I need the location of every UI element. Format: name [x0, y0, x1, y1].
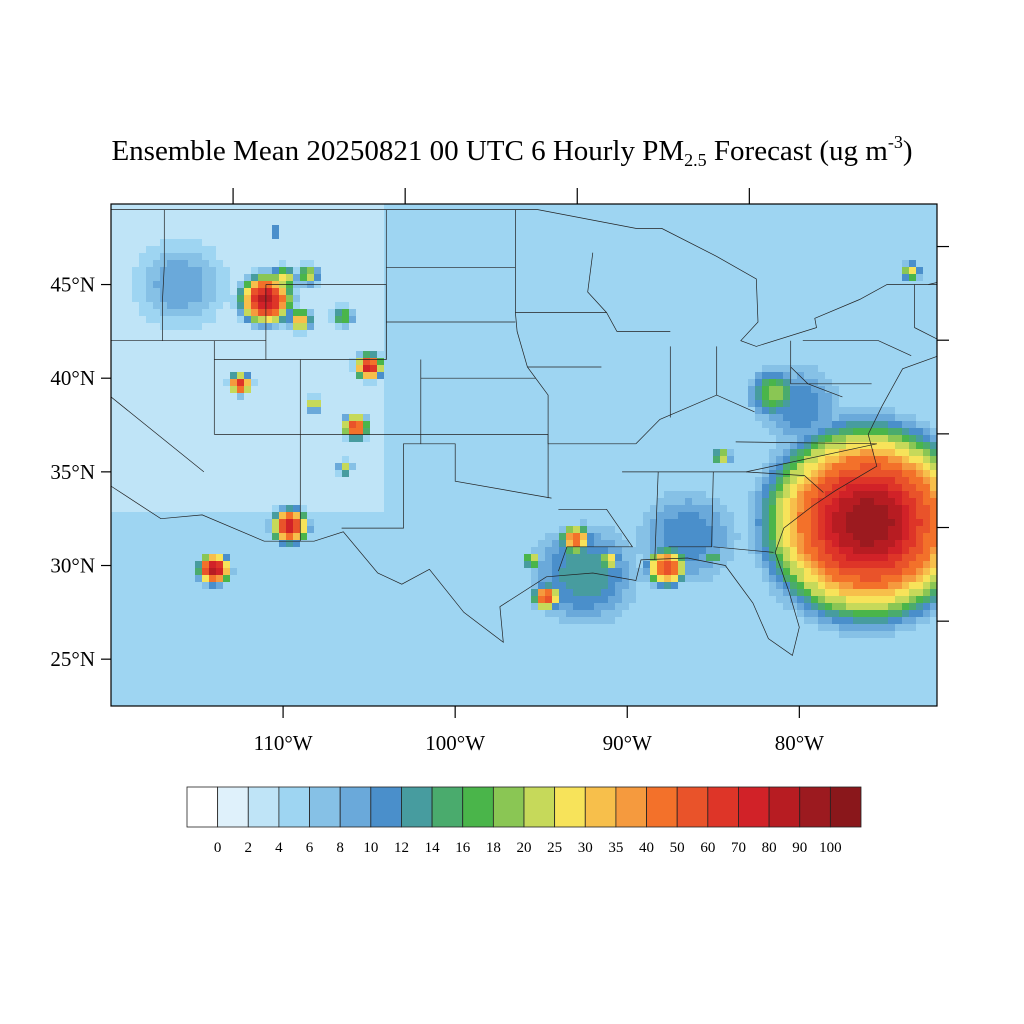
- state-boundary-line: [790, 366, 843, 398]
- lat-tick-label: 45°N: [50, 273, 95, 297]
- pm25-field: [111, 204, 937, 706]
- colorbar-swatch: [707, 786, 739, 828]
- colorbar-swatch: [584, 786, 617, 828]
- state-boundary-line: [668, 471, 714, 548]
- colorbar-swatch: [278, 786, 310, 828]
- state-boundary-line: [802, 340, 912, 357]
- colorbar-swatch: [646, 786, 678, 828]
- colorbar-level-label: 20: [517, 840, 532, 856]
- colorbar-level-label: 12: [394, 840, 409, 856]
- map-title: Ensemble Mean 20250821 00 UTC 6 Hourly P…: [0, 132, 1024, 171]
- colorbar-level-label: 14: [425, 840, 441, 856]
- colorbar-swatch: [492, 786, 525, 828]
- colorbar-swatch: [247, 786, 280, 828]
- colorbar-swatch: [339, 786, 372, 828]
- colorbar-swatch: [768, 786, 801, 828]
- state-boundary-line: [622, 443, 877, 473]
- state-boundary-line: [745, 471, 824, 493]
- colorbar-level-label: 100: [819, 840, 842, 856]
- colorbar-swatch: [799, 786, 831, 828]
- colorbar-level-label: 6: [306, 840, 314, 856]
- title-superscript: -3: [887, 132, 903, 152]
- colorbar-level-label: 18: [486, 840, 501, 856]
- colorbar-level-label: 0: [214, 840, 222, 856]
- state-boundary-line: [162, 209, 165, 341]
- state-boundary-line: [515, 209, 549, 499]
- colorbar-swatch: [829, 786, 862, 828]
- colorbar-swatch: [186, 786, 219, 828]
- colorbar-level-label: 90: [792, 840, 807, 856]
- lat-tick-label: 40°N: [50, 366, 95, 390]
- colorbar-swatch: [401, 786, 433, 828]
- state-boundary-line: [713, 546, 774, 553]
- colorbar-level-label: 60: [700, 840, 715, 856]
- state-boundary-line: [558, 508, 634, 572]
- colorbar-level-label: 70: [731, 840, 746, 856]
- state-boundary-line: [914, 284, 937, 340]
- colorbar-level-label: 16: [455, 840, 471, 856]
- colorbar-level-label: 10: [363, 840, 378, 856]
- lon-tick-label: 90°W: [603, 731, 652, 755]
- state-boundary-line: [420, 443, 552, 499]
- coastline: [111, 209, 937, 656]
- colorbar-swatch: [462, 786, 494, 828]
- lon-tick-label: 80°W: [775, 731, 824, 755]
- colorbar-swatch: [217, 786, 249, 828]
- colorbar-level-label: 2: [245, 840, 253, 856]
- lat-tick-label: 35°N: [50, 460, 95, 484]
- title-after-sub: Forecast (ug m: [706, 135, 888, 167]
- title-close: ): [902, 135, 913, 167]
- colorbar-level-label: 25: [547, 840, 562, 856]
- state-boundary-line: [587, 252, 671, 332]
- state-boundary-line: [111, 340, 205, 473]
- state-boundary-line: [341, 359, 422, 529]
- map-frame: [110, 203, 938, 707]
- colorbar-swatch: [615, 786, 647, 828]
- state-boundaries: [111, 209, 937, 656]
- lat-tick-label: 30°N: [50, 554, 95, 578]
- colorbar-level-label: 40: [639, 840, 654, 856]
- colorbar-swatch: [738, 786, 770, 828]
- colorbar-level-label: 8: [336, 840, 344, 856]
- axis-ticks: 45°N 40°N 35°N 30°N 25°N 110°W 100°W 90°W 80°W: [50, 188, 949, 755]
- colorbar-level-label: 50: [670, 840, 685, 856]
- state-boundary-line: [735, 441, 877, 445]
- state-boundary-line: [635, 394, 755, 445]
- title-main: Ensemble Mean 20250821 00 UTC 6 Hourly P…: [111, 135, 685, 167]
- colorbar-swatch: [309, 786, 341, 828]
- colorbar-level-label: 30: [578, 840, 593, 856]
- colorbar-level-label: 80: [762, 840, 777, 856]
- lon-tick-label: 100°W: [425, 731, 485, 755]
- colorbar-swatch: [676, 786, 709, 828]
- colorbar-level-label: 35: [608, 840, 623, 856]
- colorbar: 0 2 4 6 8 10 12 14 16 18 20 25 30 35 40 50 60 70 80 90 100: [186, 786, 862, 856]
- state-boundary-line: [654, 471, 659, 560]
- colorbar-swatch: [370, 786, 402, 828]
- lat-tick-label: 25°N: [50, 647, 95, 671]
- colorbar-swatch: [431, 786, 464, 828]
- colorbar-swatch: [554, 786, 586, 828]
- state-boundary-line: [790, 340, 872, 385]
- lon-tick-label: 110°W: [254, 731, 313, 755]
- colorbar-swatch: [523, 786, 556, 828]
- colorbar-level-label: 4: [275, 840, 283, 856]
- title-subscript: 2.5: [684, 150, 707, 170]
